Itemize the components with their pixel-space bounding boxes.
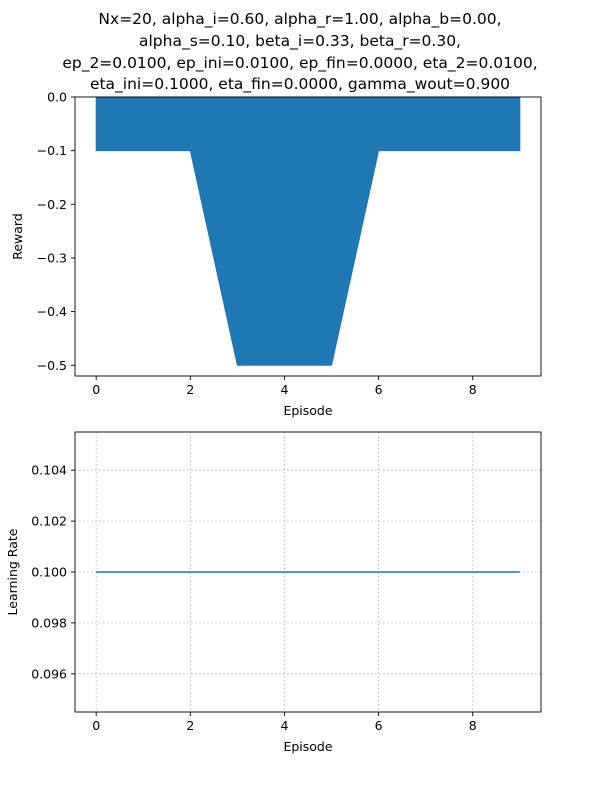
- lr-ytick-label-3: 0.102: [31, 514, 67, 529]
- reward-ytick-label-0: 0.0: [47, 90, 67, 105]
- lr-ytick-label-0: 0.096: [31, 666, 67, 681]
- reward-xtick-label-0: 0: [92, 382, 100, 397]
- lr-y-axis-label: Learning Rate: [5, 528, 20, 615]
- title-line-2: alpha_s=0.10, beta_i=0.33, beta_r=0.30,: [139, 32, 461, 51]
- lr-ytick-label-2: 0.100: [31, 565, 67, 580]
- figure-title: Nx=20, alpha_i=0.60, alpha_r=1.00, alpha…: [62, 10, 537, 94]
- lr-xtick-label-3: 6: [375, 718, 383, 733]
- reward-plot: 0 2 4 6 8 0.0 −0.1 −0.2 −0.3 −0.4 −0.5 Episode Rewar…: [10, 90, 542, 418]
- title-line-3: ep_2=0.0100, ep_ini=0.0100, ep_fin=0.000…: [62, 54, 537, 73]
- reward-axes-frame: [74, 96, 542, 377]
- lr-xtick-label-0: 0: [92, 718, 100, 733]
- reward-x-axis-label: Episode: [283, 403, 332, 418]
- lr-xtick-label-2: 4: [280, 718, 288, 733]
- reward-ytick-label-1: −0.1: [37, 143, 67, 158]
- reward-xtick-label-2: 4: [280, 382, 288, 397]
- reward-ytick-label-5: −0.5: [37, 358, 67, 373]
- reward-xtick-label-1: 2: [186, 382, 194, 397]
- title-line-1: Nx=20, alpha_i=0.60, alpha_r=1.00, alpha…: [98, 10, 501, 29]
- learning-rate-plot: 0 2 4 6 8 0.096 0.098 0.100 0.102 0.104 Episode Lea…: [5, 431, 542, 754]
- lr-xtick-label-1: 2: [186, 718, 194, 733]
- reward-series-area-0: [95, 96, 521, 366]
- reward-xtick-label-4: 8: [469, 382, 477, 397]
- reward-y-axis-label: Reward: [10, 213, 25, 260]
- reward-ytick-label-3: −0.3: [37, 250, 67, 265]
- reward-xtick-label-3: 6: [375, 382, 383, 397]
- lr-ytick-label-1: 0.098: [31, 615, 67, 630]
- title-line-4: eta_ini=0.1000, eta_fin=0.0000, gamma_wo…: [90, 75, 510, 94]
- lr-xtick-label-4: 8: [469, 718, 477, 733]
- reward-ytick-label-4: −0.4: [37, 304, 67, 319]
- reward-ytick-label-2: −0.2: [37, 197, 67, 212]
- lr-x-axis-label: Episode: [283, 739, 332, 754]
- lr-ytick-label-4: 0.104: [31, 463, 67, 478]
